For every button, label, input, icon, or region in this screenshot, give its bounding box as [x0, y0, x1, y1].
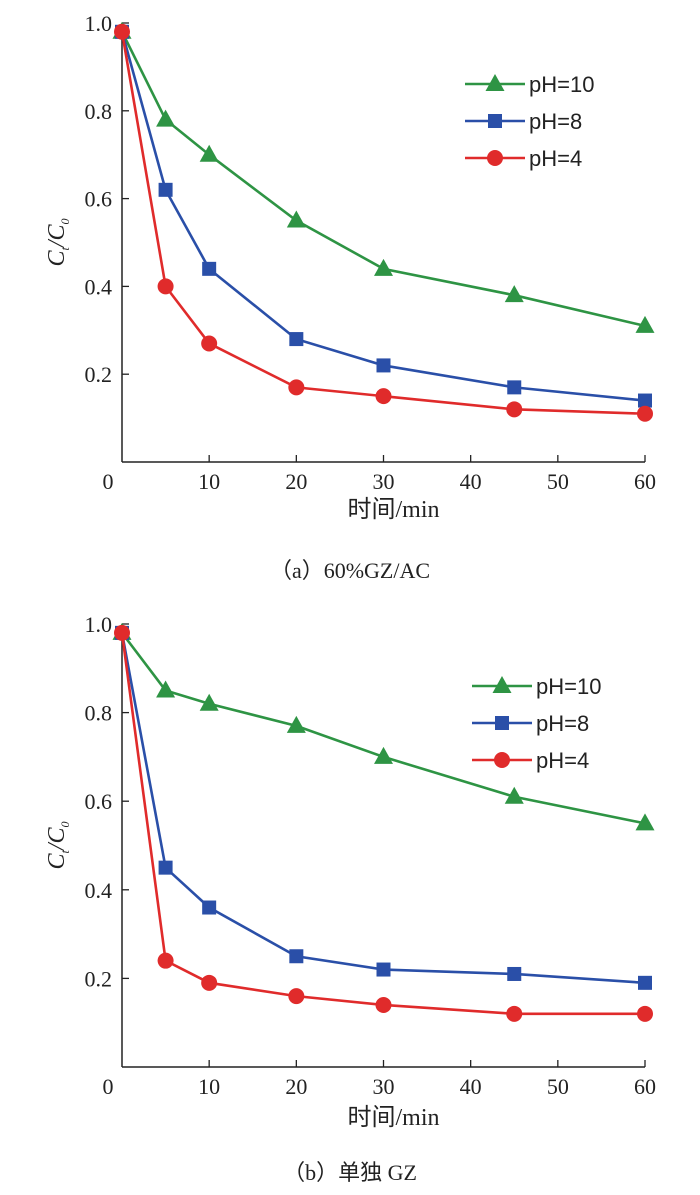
y-label-part: C: [44, 250, 70, 267]
x-tick-label: 50: [547, 1074, 569, 1099]
data-point-circle: [506, 1005, 523, 1022]
y-axis-label: Ct/C0: [44, 218, 72, 266]
legend-label: pH=10: [529, 72, 594, 97]
x-tick-label: 30: [373, 1074, 395, 1099]
x-tick-label: 20: [285, 1074, 307, 1099]
chart-panel-1: 0 10 20 30 40 50 601.00.80.60.40.2时间/minCt/C0p…: [44, 11, 656, 583]
data-point-circle: [506, 401, 523, 418]
data-point-circle: [637, 405, 653, 422]
y-label-part: /C: [44, 826, 70, 852]
data-point-square: [507, 966, 522, 981]
x-tick-label: 20: [285, 469, 307, 494]
x-tick-label: 40: [460, 469, 482, 494]
data-point-square: [507, 380, 522, 395]
data-point-circle: [201, 974, 218, 991]
data-point-triangle: [374, 746, 393, 764]
legend-marker-square: [488, 114, 502, 128]
y-tick-label: 1.0: [85, 11, 113, 36]
data-point-circle: [288, 988, 305, 1005]
y-tick-label: 0.4: [85, 274, 113, 299]
data-point-triangle: [156, 680, 176, 698]
data-point-triangle: [156, 109, 176, 127]
x-tick-label: 50: [547, 469, 569, 494]
data-point-triangle: [374, 258, 393, 276]
y-tick-label: 0.2: [85, 966, 113, 991]
data-point-circle: [157, 952, 174, 969]
data-point-triangle: [635, 315, 655, 333]
x-tick-label: 40: [460, 1074, 482, 1099]
legend-marker-triangle: [485, 74, 505, 91]
y-tick-label: 0.6: [85, 187, 113, 212]
data-point-circle: [288, 379, 305, 396]
data-point-square: [638, 393, 652, 408]
data-point-square: [158, 860, 173, 875]
data-point-circle: [114, 624, 130, 641]
legend-label: pH=8: [536, 711, 589, 736]
y-tick-label: 0.2: [85, 362, 113, 387]
data-point-square: [289, 332, 304, 347]
legend-marker-circle: [487, 150, 503, 166]
legend-marker-circle: [494, 752, 510, 768]
data-point-square: [202, 900, 217, 915]
data-point-circle: [114, 23, 130, 40]
data-point-square: [289, 949, 304, 964]
x-tick-label: 0: [103, 1074, 114, 1099]
y-label-part: /C: [44, 223, 70, 249]
y-label-part: C: [44, 853, 70, 870]
chart-panel-2: 0 10 20 30 40 50 601.00.80.60.40.2时间/minCt/C0p…: [44, 612, 656, 1185]
y-tick-label: 1.0: [85, 612, 113, 637]
data-point-triangle: [635, 813, 655, 831]
x-tick-label: 10: [198, 1074, 220, 1099]
data-point-square: [376, 962, 391, 977]
x-tick-label: 30: [373, 469, 395, 494]
y-tick-label: 0.6: [85, 789, 113, 814]
data-point-triangle: [286, 715, 306, 733]
data-point-circle: [637, 1005, 653, 1022]
legend-label: pH=8: [529, 109, 582, 134]
figure-caption: （a）60%GZ/AC: [270, 558, 430, 583]
data-point-square: [376, 358, 391, 373]
legend-label: pH=10: [536, 674, 601, 699]
y-axis-label: Ct/C0: [44, 821, 72, 869]
data-point-circle: [375, 388, 392, 405]
x-axis-label: 时间/min: [347, 1104, 439, 1131]
data-point-triangle: [286, 210, 306, 228]
data-point-circle: [201, 335, 218, 352]
x-tick-label: 0: [103, 469, 114, 494]
x-tick-label: 60: [634, 469, 656, 494]
x-tick-label: 10: [198, 469, 220, 494]
y-label-subscript: t: [58, 850, 72, 854]
data-point-circle: [157, 278, 174, 295]
data-point-square: [158, 182, 173, 197]
y-tick-label: 0.8: [85, 701, 113, 726]
y-tick-label: 0.4: [85, 878, 113, 903]
x-tick-label: 60: [634, 1074, 656, 1099]
legend-marker-triangle: [492, 676, 512, 693]
data-point-triangle: [199, 144, 219, 162]
y-label-subscript: t: [58, 247, 72, 251]
figure-caption: （b）单独 GZ: [283, 1160, 417, 1185]
legend-label: pH=4: [529, 146, 582, 171]
y-label-subscript: 0: [58, 821, 72, 827]
legend-label: pH=4: [536, 748, 589, 773]
data-point-square: [202, 261, 217, 276]
x-axis-label: 时间/min: [347, 496, 439, 523]
data-point-triangle: [199, 693, 219, 711]
data-point-triangle: [504, 786, 524, 804]
data-point-square: [638, 975, 652, 990]
y-label-subscript: 0: [58, 218, 72, 224]
legend-marker-square: [495, 716, 509, 730]
y-tick-label: 0.8: [85, 99, 113, 124]
data-point-triangle: [504, 285, 524, 303]
data-point-circle: [375, 996, 392, 1013]
